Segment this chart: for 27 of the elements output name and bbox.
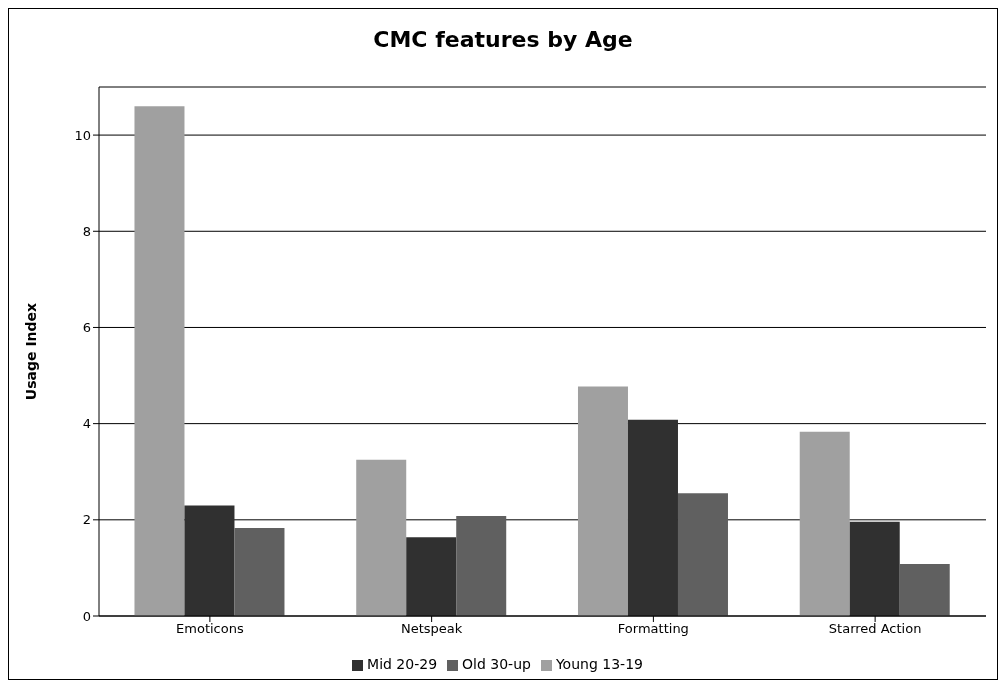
bar — [577, 386, 628, 616]
bar — [184, 505, 235, 616]
chart-title: CMC features by Age — [372, 27, 634, 54]
y-tick-label: 4 — [82, 416, 91, 432]
y-tick-label: 0 — [82, 608, 91, 624]
x-tick-label: Emoticons — [176, 621, 244, 637]
y-tick-label: 8 — [82, 223, 91, 239]
bar — [677, 493, 728, 616]
y-tick-label: 6 — [82, 320, 91, 336]
bar — [356, 459, 407, 616]
bar — [849, 521, 900, 616]
x-tick-label: Formatting — [617, 621, 689, 637]
bar — [406, 537, 457, 616]
bar — [799, 431, 850, 616]
bar — [234, 527, 285, 616]
y-axis-title: Usage Index — [22, 302, 39, 401]
y-tick-label: 2 — [82, 512, 91, 528]
legend-label: Young 13-19 — [555, 656, 643, 672]
y-tick-label: 10 — [74, 127, 91, 143]
bar — [899, 564, 950, 616]
legend-label: Mid 20-29 — [367, 656, 438, 672]
legend-label: Old 30-up — [462, 656, 531, 672]
x-tick-label: Starred Action — [828, 621, 922, 637]
bar — [627, 419, 678, 616]
x-tick-label: Netspeak — [400, 621, 463, 637]
bar — [134, 106, 185, 616]
bar — [456, 515, 507, 616]
